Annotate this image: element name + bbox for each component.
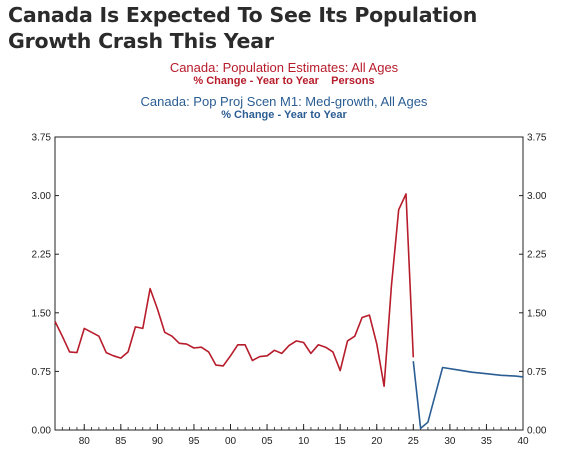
page-title: Canada Is Expected To See Its Population… [8, 3, 478, 53]
x-tick-label: 15 [335, 436, 347, 447]
y-tick-label-right: 3.75 [527, 133, 547, 144]
x-tick-label: 35 [481, 436, 493, 447]
y-tick-label-right: 3.00 [527, 191, 547, 202]
x-tick-label: 85 [115, 436, 127, 447]
legend-series-projection-unit: % Change - Year to Year [221, 109, 347, 121]
y-tick-label-left: 1.50 [32, 308, 52, 319]
y-tick-label-left: 0.00 [32, 426, 52, 437]
y-tick-label-right: 0.75 [527, 367, 547, 378]
legend-series-estimates: Canada: Population Estimates: All Ages %… [0, 60, 568, 88]
y-tick-label-left: 3.00 [32, 191, 52, 202]
x-tick-label: 25 [408, 436, 420, 447]
legend-series-projection: Canada: Pop Proj Scen M1: Med-growth, Al… [0, 94, 568, 122]
x-tick-label: 90 [152, 436, 164, 447]
legend-series-projection-name: Canada: Pop Proj Scen M1: Med-growth, Al… [140, 94, 428, 109]
y-tick-label-right: 2.25 [527, 250, 547, 261]
x-tick-label: 40 [517, 436, 529, 447]
legend-series-estimates-name: Canada: Population Estimates: All Ages [169, 60, 399, 75]
x-tick-label: 00 [225, 436, 237, 447]
y-tick-label-left: 2.25 [32, 250, 52, 261]
x-tick-label: 95 [188, 436, 200, 447]
x-tick-label: 05 [262, 436, 274, 447]
x-tick-label: 30 [444, 436, 456, 447]
series-line-projection [412, 361, 524, 430]
y-tick-label-left: 0.75 [32, 367, 52, 378]
y-tick-label-right: 1.50 [527, 308, 547, 319]
x-tick-label: 10 [298, 436, 310, 447]
y-tick-label-left: 3.75 [32, 133, 52, 144]
legend-series-estimates-unit: % Change - Year to Year Persons [193, 75, 375, 87]
y-tick-label-right: 0.00 [527, 426, 547, 437]
plot-frame [54, 136, 524, 431]
x-tick-label: 20 [371, 436, 383, 447]
series-line-estimates [54, 193, 415, 387]
x-tick-label: 80 [79, 436, 91, 447]
